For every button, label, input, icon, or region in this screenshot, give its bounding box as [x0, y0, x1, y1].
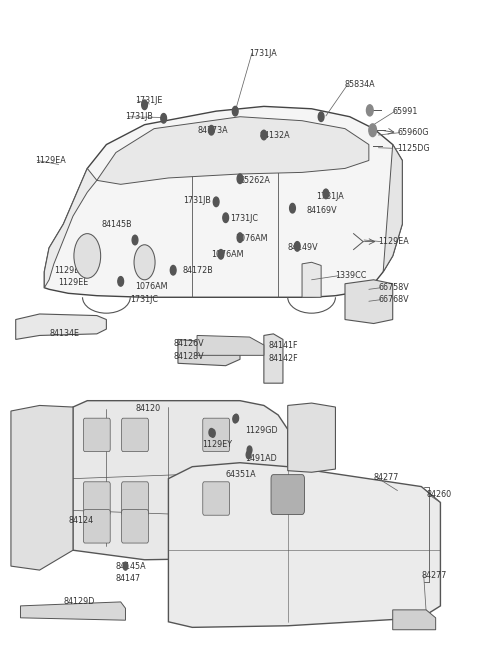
Polygon shape — [393, 610, 436, 629]
FancyBboxPatch shape — [203, 482, 229, 515]
FancyBboxPatch shape — [84, 418, 110, 451]
Text: 1129EA: 1129EA — [54, 266, 84, 274]
Polygon shape — [73, 401, 288, 560]
Text: 84145B: 84145B — [102, 219, 132, 229]
Text: 84260: 84260 — [426, 490, 451, 499]
Text: 84149V: 84149V — [288, 244, 318, 252]
FancyBboxPatch shape — [121, 510, 148, 543]
Text: 1731JE: 1731JE — [135, 96, 162, 105]
Circle shape — [366, 105, 373, 116]
Polygon shape — [168, 462, 441, 627]
Text: 1129EA: 1129EA — [378, 237, 409, 246]
Text: 1491AD: 1491AD — [245, 454, 276, 463]
Polygon shape — [97, 117, 369, 184]
Text: 1076AM: 1076AM — [135, 282, 168, 291]
Circle shape — [232, 106, 238, 116]
Text: 1731JC: 1731JC — [230, 214, 258, 223]
Polygon shape — [44, 168, 97, 288]
FancyBboxPatch shape — [84, 482, 110, 515]
Text: 84147: 84147 — [116, 574, 141, 582]
FancyBboxPatch shape — [84, 510, 110, 543]
Circle shape — [74, 234, 101, 278]
FancyBboxPatch shape — [121, 418, 148, 451]
Polygon shape — [345, 280, 393, 324]
Polygon shape — [21, 602, 125, 620]
Text: 1076AM: 1076AM — [235, 234, 268, 243]
Polygon shape — [16, 314, 107, 339]
Text: 66758V: 66758V — [378, 283, 409, 292]
Text: 84126V: 84126V — [173, 339, 204, 348]
Text: 1076AM: 1076AM — [211, 250, 244, 259]
Text: 84134E: 84134E — [49, 329, 79, 337]
Circle shape — [213, 197, 219, 206]
FancyBboxPatch shape — [121, 482, 148, 515]
Circle shape — [294, 242, 300, 251]
FancyBboxPatch shape — [203, 418, 229, 451]
Polygon shape — [68, 128, 360, 240]
Text: 65960G: 65960G — [397, 128, 429, 137]
Text: 1129EE: 1129EE — [59, 278, 89, 287]
Text: 1339CC: 1339CC — [336, 271, 367, 280]
Text: 1731JB: 1731JB — [125, 112, 153, 121]
Text: 84277: 84277 — [373, 472, 399, 481]
Text: 84172B: 84172B — [183, 266, 214, 274]
Text: 64351A: 64351A — [226, 470, 256, 479]
FancyBboxPatch shape — [271, 475, 304, 514]
Circle shape — [318, 112, 324, 121]
Text: 84277: 84277 — [421, 571, 447, 580]
Circle shape — [118, 276, 123, 286]
Polygon shape — [288, 403, 336, 472]
Circle shape — [247, 446, 252, 454]
Circle shape — [210, 429, 215, 438]
Circle shape — [218, 250, 224, 259]
Circle shape — [323, 189, 329, 198]
Circle shape — [123, 562, 128, 570]
Polygon shape — [11, 405, 73, 570]
Text: 1129EY: 1129EY — [202, 440, 232, 449]
Circle shape — [170, 265, 176, 275]
Text: 84120: 84120 — [135, 404, 160, 413]
Polygon shape — [383, 145, 402, 272]
Text: 84173A: 84173A — [197, 126, 228, 135]
Text: 1731JA: 1731JA — [250, 48, 277, 58]
Text: 1129GD: 1129GD — [245, 426, 277, 436]
Circle shape — [208, 126, 214, 135]
Text: 65991: 65991 — [393, 107, 418, 116]
Polygon shape — [178, 339, 240, 365]
Circle shape — [289, 204, 295, 213]
Text: 66768V: 66768V — [378, 295, 409, 304]
Text: 84169V: 84169V — [307, 206, 337, 215]
Text: 84124: 84124 — [68, 516, 93, 525]
Circle shape — [132, 235, 138, 245]
Text: 84129D: 84129D — [63, 597, 95, 607]
Circle shape — [246, 451, 251, 458]
Circle shape — [261, 130, 267, 140]
Text: 1129EA: 1129EA — [35, 156, 66, 165]
Text: 84128V: 84128V — [173, 352, 204, 361]
Circle shape — [134, 245, 155, 280]
Circle shape — [369, 124, 376, 137]
Text: 1731JB: 1731JB — [183, 196, 211, 205]
Circle shape — [142, 100, 147, 109]
Polygon shape — [197, 335, 264, 356]
Text: 84132A: 84132A — [259, 130, 290, 140]
Text: 84145A: 84145A — [116, 561, 146, 571]
Circle shape — [223, 213, 228, 223]
Circle shape — [234, 414, 239, 422]
Polygon shape — [44, 106, 402, 297]
Circle shape — [237, 174, 243, 183]
Text: 1731JA: 1731JA — [316, 192, 344, 201]
Text: 84142F: 84142F — [269, 354, 298, 363]
Text: 84141F: 84141F — [269, 341, 298, 350]
Circle shape — [233, 415, 238, 423]
Text: 1125DG: 1125DG — [397, 144, 430, 153]
Text: 1731JC: 1731JC — [130, 295, 158, 304]
Polygon shape — [264, 334, 283, 383]
Circle shape — [209, 428, 214, 436]
Circle shape — [237, 233, 243, 242]
Circle shape — [161, 113, 167, 123]
Text: 85262A: 85262A — [240, 176, 271, 185]
Polygon shape — [302, 262, 321, 297]
Text: 85834A: 85834A — [345, 81, 376, 89]
